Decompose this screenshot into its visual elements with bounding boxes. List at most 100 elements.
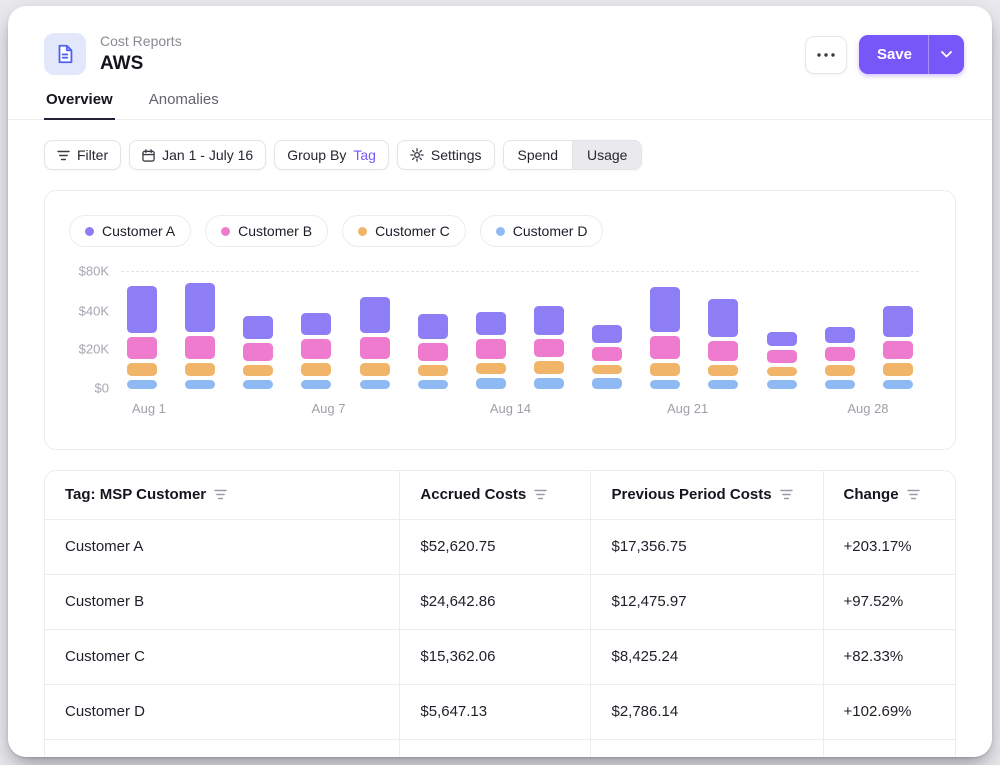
table-cell: +203.17% xyxy=(823,519,955,574)
column-header[interactable]: Tag: MSP Customer xyxy=(45,471,400,519)
y-tick-label: $80K xyxy=(79,264,109,279)
bar-segment xyxy=(185,283,215,332)
table-cell: $24,642.86 xyxy=(400,574,591,629)
plot-area: Aug 1Aug 7Aug 14Aug 21Aug 28 xyxy=(121,271,919,389)
bar-group xyxy=(767,332,797,389)
tab-anomalies[interactable]: Anomalies xyxy=(147,91,221,120)
bar-segment xyxy=(825,380,855,389)
table-body: Customer A$52,620.75$17,356.75+203.17%Cu… xyxy=(45,519,955,757)
bar-segment xyxy=(534,339,564,357)
settings-label: Settings xyxy=(431,147,482,163)
bar-group xyxy=(592,325,622,389)
spend-usage-toggle: Spend Usage xyxy=(503,140,643,170)
bar-segment xyxy=(650,336,680,359)
table-cell xyxy=(823,739,955,757)
x-tick-label: Aug 14 xyxy=(490,401,531,416)
bar-segment xyxy=(301,339,331,359)
bar-segment xyxy=(127,380,157,389)
document-icon xyxy=(54,43,76,65)
save-button[interactable]: Save xyxy=(859,35,928,74)
group-by-label: Group By xyxy=(287,147,346,163)
bar-segment xyxy=(708,299,738,337)
table-cell: $5,647.13 xyxy=(400,684,591,739)
bar-segment xyxy=(476,378,506,389)
filter-button[interactable]: Filter xyxy=(44,140,121,170)
table-cell: $17,356.75 xyxy=(591,519,823,574)
toggle-option-spend[interactable]: Spend xyxy=(504,141,572,169)
bar-segment xyxy=(185,363,215,376)
toggle-option-usage[interactable]: Usage xyxy=(572,141,641,169)
main-window: Cost Reports AWS Save Overvie xyxy=(8,6,992,757)
y-axis-labels: $80K$40K$20K$0 xyxy=(63,271,121,389)
bar-segment xyxy=(883,380,913,389)
table-row: Customer B$24,642.86$12,475.97+97.52% xyxy=(45,574,955,629)
group-by-button[interactable]: Group By Tag xyxy=(274,140,389,170)
legend-dot xyxy=(496,227,505,236)
date-range-button[interactable]: Jan 1 - July 16 xyxy=(129,140,266,170)
sort-icon xyxy=(907,489,920,500)
table-row: Customer D$5,647.13$2,786.14+102.69% xyxy=(45,684,955,739)
chevron-down-icon xyxy=(941,51,952,58)
x-tick-label: Aug 28 xyxy=(847,401,888,416)
legend-pill[interactable]: Customer B xyxy=(205,215,328,247)
column-header[interactable]: Accrued Costs xyxy=(400,471,591,519)
legend-pill[interactable]: Customer A xyxy=(69,215,191,247)
cost-table-panel: Tag: MSP CustomerAccrued CostsPrevious P… xyxy=(44,470,956,757)
bar-segment xyxy=(708,341,738,361)
table-cell: Customer A xyxy=(45,519,400,574)
tab-overview[interactable]: Overview xyxy=(44,91,115,120)
stacked-bar-chart: $80K$40K$20K$0 Aug 1Aug 7Aug 14Aug 21Aug… xyxy=(63,271,933,389)
bar-segment xyxy=(592,325,622,343)
bar-segment xyxy=(825,327,855,343)
bar-segment xyxy=(127,363,157,376)
table-cell: Customer D xyxy=(45,684,400,739)
bar-segment xyxy=(534,378,564,389)
bar-segment xyxy=(243,365,273,376)
legend-label: Customer C xyxy=(375,223,450,239)
save-dropdown-button[interactable] xyxy=(929,35,964,74)
bar-segment xyxy=(185,380,215,389)
table-cell: +82.33% xyxy=(823,629,955,684)
bar-segment xyxy=(360,337,390,359)
table-cell: Customer B xyxy=(45,574,400,629)
bar-segment xyxy=(360,297,390,333)
bar-group xyxy=(476,312,506,389)
sort-icon xyxy=(214,489,227,500)
bar-segment xyxy=(301,313,331,335)
bar-segment xyxy=(592,365,622,374)
x-tick-label: Aug 21 xyxy=(667,401,708,416)
bar-segment xyxy=(825,347,855,361)
bar-segment xyxy=(883,363,913,376)
bar-segment xyxy=(825,365,855,376)
chart-legend: Customer A Customer B Customer C Customer D xyxy=(63,215,933,247)
bar-segment xyxy=(301,363,331,376)
legend-dot xyxy=(358,227,367,236)
bar-segment xyxy=(127,337,157,359)
settings-button[interactable]: Settings xyxy=(397,140,495,170)
legend-pill[interactable]: Customer D xyxy=(480,215,604,247)
table-cell xyxy=(591,739,823,757)
tab-bar: Overview Anomalies xyxy=(8,91,992,120)
bar-segment xyxy=(883,306,913,337)
bar-segment xyxy=(127,286,157,333)
breadcrumb[interactable]: Cost Reports xyxy=(100,33,182,49)
y-tick-label: $0 xyxy=(95,381,109,396)
sort-icon xyxy=(534,489,547,500)
legend-pill[interactable]: Customer C xyxy=(342,215,466,247)
table-cell: Customer C xyxy=(45,629,400,684)
bar-segment xyxy=(650,363,680,376)
bar-segment xyxy=(592,378,622,389)
table-row-partial xyxy=(45,739,955,757)
bar-segment xyxy=(243,343,273,361)
header: Cost Reports AWS Save xyxy=(8,6,992,75)
bar-segment xyxy=(883,341,913,359)
y-tick-label: $40K xyxy=(79,304,109,319)
more-options-button[interactable] xyxy=(805,36,847,74)
y-tick-label: $20K xyxy=(79,342,109,357)
column-header[interactable]: Previous Period Costs xyxy=(591,471,823,519)
bars xyxy=(121,271,919,389)
bar-segment xyxy=(418,314,448,339)
column-header[interactable]: Change xyxy=(823,471,955,519)
bar-segment xyxy=(418,380,448,389)
sort-icon xyxy=(780,489,793,500)
